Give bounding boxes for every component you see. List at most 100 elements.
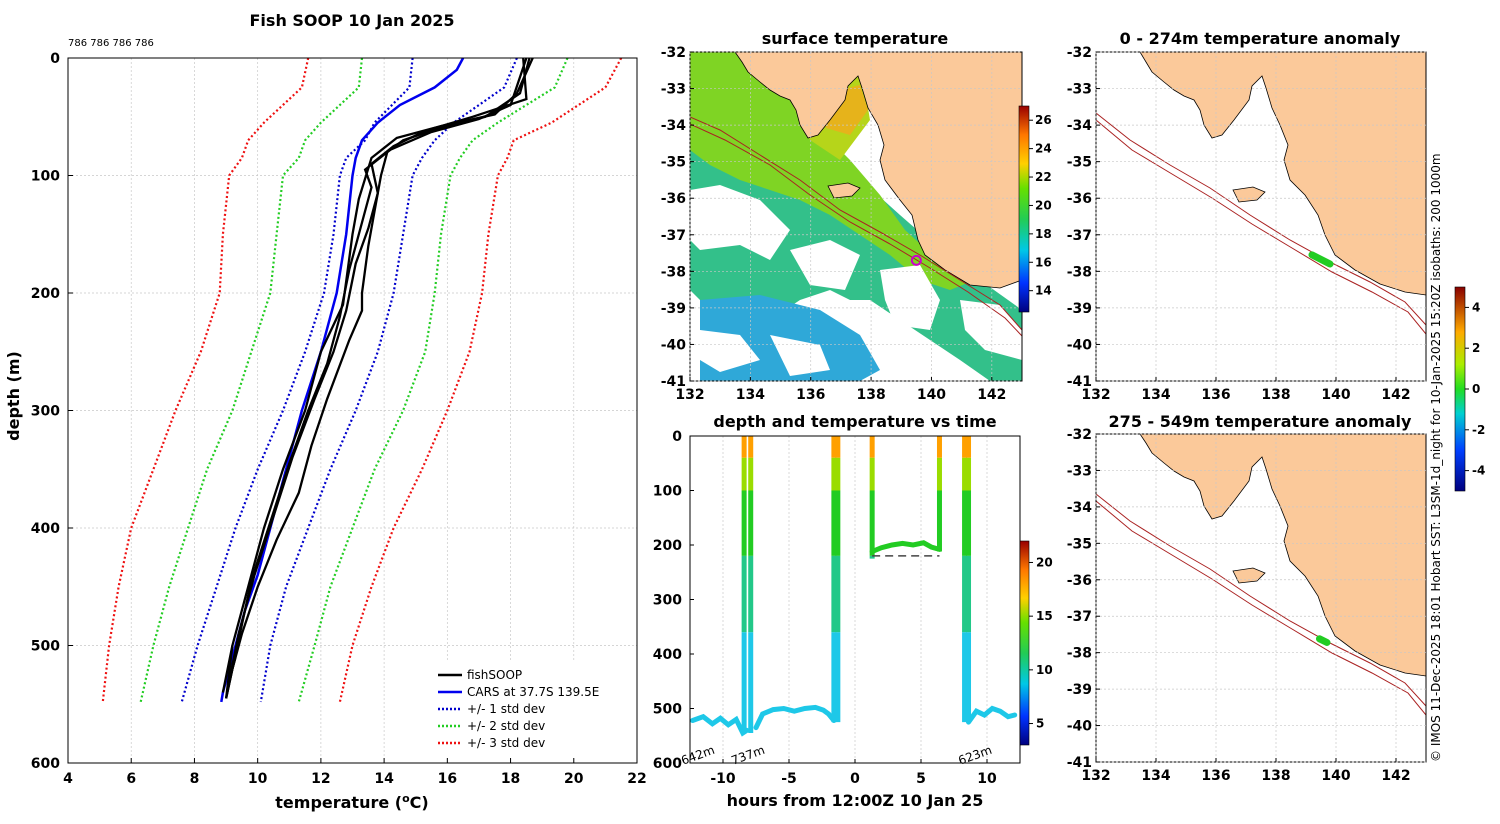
sst-colorbar-tick-label: 24 (1035, 142, 1052, 156)
profile-ytick-label: 200 (31, 286, 60, 302)
timeseries-colorbar-tick-label: 10 (1036, 663, 1053, 677)
sst-map-ytick-label: -32 (661, 45, 686, 61)
anomaly-shallow-title: 0 - 274m temperature anomaly (1120, 29, 1401, 48)
sst-cloud-gaps (690, 185, 1022, 376)
timeseries-plateau-trace (869, 540, 942, 554)
sst-map-ytick-label: -36 (661, 191, 686, 207)
profile-fishsoop-line-4 (224, 57, 528, 699)
anomaly-deep-panel: 275 - 549m temperature anomaly 132 134 136… (1067, 286, 1485, 784)
anomaly-deep-ytick-label: -38 (1067, 646, 1092, 662)
profile-xlabel-main: temperature ( (275, 793, 402, 812)
timeseries-xtick-label: -5 (781, 771, 797, 787)
profile-xtick-label: 14 (374, 771, 394, 787)
anomaly-deep-ytick-label: -37 (1067, 609, 1092, 625)
anomaly-shallow-isobath-200 (1096, 112, 1426, 326)
profile-xtick-label: 8 (190, 771, 200, 787)
profile-std2-upper (297, 57, 569, 703)
timeseries-ytick-label: 0 (672, 429, 682, 445)
profile-annotation: 786 786 786 786 (68, 38, 154, 49)
anomaly-deep-xtick-label: 142 (1381, 768, 1410, 784)
sst-map-xtick-label: 138 (856, 387, 885, 403)
sst-map-panel: surface temperature (661, 29, 1052, 403)
sst-map-ytick-label: -41 (661, 374, 686, 390)
timeseries-colorbar (1019, 540, 1030, 746)
profile-xtick-label: 12 (311, 771, 330, 787)
anomaly-deep-ytick-label: -34 (1067, 500, 1093, 516)
sst-map-xtick-label: 140 (917, 387, 946, 403)
sst-map-ytick-label: -38 (661, 264, 686, 280)
legend-label-std3: +/- 3 std dev (467, 736, 545, 750)
anomaly-deep-ytick-label: -32 (1067, 427, 1092, 443)
anomaly-deep-ytick-label: -33 (1067, 463, 1092, 479)
anomaly-shallow-ytick-label: -34 (1067, 118, 1093, 134)
sst-station-marker (910, 254, 922, 266)
sst-colorbar-tick-label: 20 (1035, 198, 1052, 212)
sst-map-ytick-label: -33 (661, 82, 686, 98)
anomaly-deep-land (1139, 434, 1426, 677)
timeseries-ytick-label: 500 (653, 702, 682, 718)
anomaly-colorbar (1454, 286, 1466, 492)
profile-fishsoop-line-1 (224, 57, 531, 699)
anomaly-colorbar-tick-label: -2 (1472, 423, 1485, 437)
anomaly-shallow-xtick-label: 132 (1081, 387, 1110, 403)
sst-land (734, 52, 1022, 289)
sst-map-xtick-label: 142 (977, 387, 1006, 403)
anomaly-deep-ytick-label: -36 (1067, 573, 1092, 589)
legend-box (430, 662, 626, 756)
anomaly-deep-xtick-label: 136 (1201, 768, 1230, 784)
timeseries-panel: depth and temperature vs time 642m 737m 62… (653, 412, 1053, 810)
profile-ytick-label: 600 (31, 756, 60, 772)
profile-ticks: 4 6 8 10 12 14 16 18 20 22 0 100 200 300 400 500 600 (31, 51, 647, 787)
sst-map-ytick-label: -40 (661, 337, 687, 353)
profile-std3-lower (101, 57, 310, 703)
anomaly-deep-xtick-label: 134 (1141, 768, 1170, 784)
anomaly-colorbar-tick-label: -4 (1472, 464, 1485, 478)
sst-map-xtick-label: 136 (796, 387, 825, 403)
profile-xtick-label: 6 (126, 771, 136, 787)
anomaly-deep-track (1316, 635, 1331, 646)
profile-fishsoop-line-3 (221, 57, 534, 693)
profile-ytick-label: 500 (31, 639, 60, 655)
sst-map-xtick-label: 134 (736, 387, 765, 403)
sst-map-xtick-label: 132 (675, 387, 704, 403)
anomaly-deep-ticks: 132 134 136 138 140 142 -32 -33 -34 -35 -36 -37 -38 -… (1067, 427, 1426, 784)
sst-map-ytick-label: -34 (661, 118, 687, 134)
timeseries-ytick-label: 200 (653, 538, 682, 554)
sst-field-warm (690, 52, 970, 290)
credit-text: © IMOS 11-Dec-2025 18:01 Hobart SST: L3S… (1429, 153, 1443, 762)
timeseries-depth-annotation: 642m (679, 743, 716, 768)
profile-legend: fishSOOP CARS at 37.7S 139.5E +/- 1 std … (430, 662, 626, 756)
timeseries-xtick-label: 0 (850, 771, 860, 787)
timeseries-depth-annotation: 737m (729, 743, 766, 768)
anomaly-shallow-xtick-label: 136 (1201, 387, 1230, 403)
timeseries-colorbar-tick-label: 5 (1036, 717, 1044, 731)
anomaly-shallow-ytick-label: -41 (1067, 374, 1092, 390)
anomaly-deep-xtick-label: 132 (1081, 768, 1110, 784)
profile-xlabel-end: C) (410, 793, 429, 812)
anomaly-shallow-xtick-label: 142 (1381, 387, 1410, 403)
sst-isobath-200 (690, 116, 1022, 331)
anomaly-shallow-ytick-label: -36 (1067, 191, 1092, 207)
anomaly-shallow-ytick-label: -37 (1067, 228, 1092, 244)
anomaly-deep-xtick-label: 140 (1321, 768, 1350, 784)
anomaly-shallow-panel: 0 - 274m temperature anomaly 132 134 136 13… (1067, 29, 1427, 403)
profile-xtick-label: 10 (248, 771, 268, 787)
sst-colorbar-tick-label: 18 (1035, 227, 1052, 241)
legend-label-std2: +/- 2 std dev (467, 719, 545, 733)
anomaly-colorbar-tick-label: 0 (1472, 382, 1480, 396)
anomaly-shallow-ytick-label: -40 (1067, 337, 1093, 353)
anomaly-deep-ytick-label: -40 (1067, 719, 1093, 735)
anomaly-deep-isobath-200 (1096, 493, 1426, 707)
profile-fishsoop-line-2 (228, 57, 528, 682)
sst-colorbar-tick-label: 26 (1035, 113, 1052, 127)
anomaly-deep-ytick-label: -35 (1067, 536, 1092, 552)
profile-grid (67, 57, 638, 764)
timeseries-bottom-trace-2 (753, 704, 837, 731)
timeseries-xtick-label: -10 (710, 771, 736, 787)
timeseries-bottom-trace-1 (690, 713, 750, 737)
sst-colorbar-ticks: 14 16 18 20 22 24 26 (1029, 113, 1052, 298)
anomaly-colorbar-ticks: -4 -2 0 2 4 (1465, 300, 1485, 478)
timeseries-ytick-label: 400 (653, 647, 682, 663)
